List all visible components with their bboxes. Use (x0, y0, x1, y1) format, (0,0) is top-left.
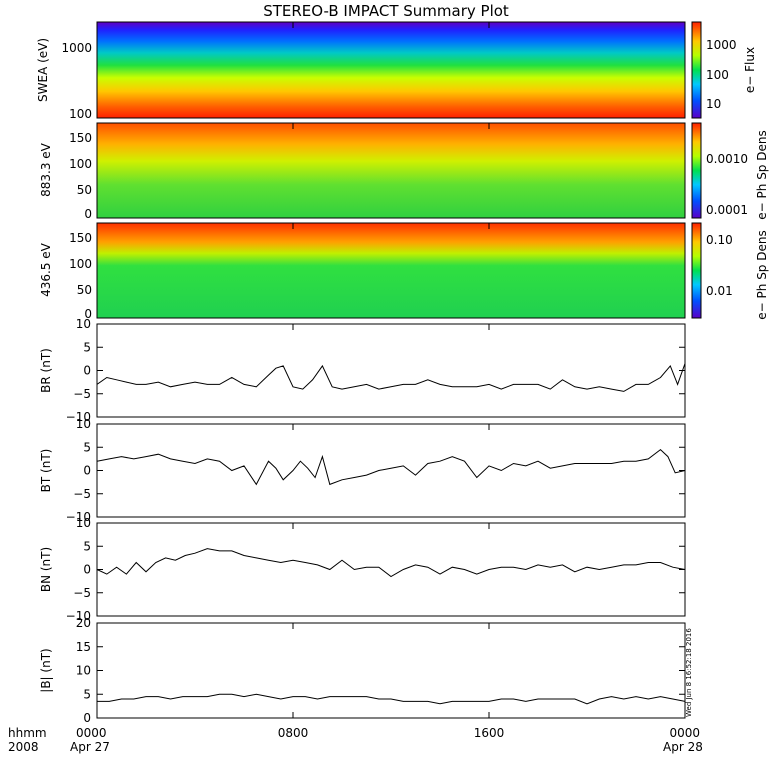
pa883-spectrogram (97, 123, 685, 218)
pa883-frame (96, 122, 686, 219)
pa436-tick-label: 150 (69, 231, 92, 245)
timestamp-label: Wed Jun 8 16:52:18 2016 (685, 628, 693, 717)
pa883-cb-label: e− Ph Sp Dens (755, 130, 769, 219)
bn-tick-label: 0 (83, 563, 91, 577)
plot-title: STEREO-B IMPACT Summary Plot (263, 2, 509, 20)
bt-frame (96, 423, 686, 518)
bmag-tick-label: 15 (76, 640, 91, 654)
bmag-series-line (97, 693, 686, 705)
pa436-cb-tick: 0.10 (706, 233, 733, 247)
swea-tick-label: 100 (69, 107, 92, 121)
bt-series-line (96, 448, 686, 486)
bmag-frame (96, 622, 686, 719)
pa883-panel: 0 50 100 150 883.3 eV 0.0010 0.0001 e− P… (39, 122, 769, 221)
pa883-tick-label: 100 (69, 157, 92, 171)
swea-frame (96, 21, 686, 119)
pa883-cb-tick: 0.0001 (706, 203, 748, 217)
x-tick-label: 0800 (278, 726, 309, 740)
swea-cb-label: e− Flux (743, 47, 757, 93)
bt-tick-label: 10 (76, 417, 91, 431)
pa883-cb-tick: 0.0010 (706, 152, 748, 166)
br-panel: −10 −5 0 5 10 BR (nT) (39, 317, 686, 424)
time-format-label: hhmm (8, 726, 47, 740)
x-tick-label: 1600 (474, 726, 505, 740)
swea-panel: 1000 100 SWEA (eV) 1000 100 10 e− Flux (36, 21, 757, 121)
pa883-tick-label: 150 (69, 131, 92, 145)
swea-spectrogram (97, 22, 685, 118)
time-axis: 0000 0800 1600 0000 (76, 22, 700, 740)
magnetic-field-panels: −10 −5 0 5 10 BR (nT) −10 −5 0 5 10 BT (nT) −10 −5 0 5 1… (39, 317, 686, 725)
pa883-ylabel: 883.3 eV (39, 142, 53, 197)
swea-cb-tick: 10 (706, 97, 721, 111)
bmag-ylabel: |B| (nT) (39, 648, 53, 692)
pa436-spectrogram (97, 223, 685, 318)
br-tick-label: 5 (83, 340, 91, 354)
pa436-tick-label: 50 (77, 283, 92, 297)
bt-tick-label: 0 (83, 464, 91, 478)
bt-tick-label: −5 (73, 487, 91, 501)
start-date-label: Apr 27 (70, 740, 110, 754)
bn-tick-label: −5 (73, 586, 91, 600)
br-tick-label: 10 (76, 317, 91, 331)
br-frame (96, 323, 686, 418)
pa436-tick-label: 100 (69, 257, 92, 271)
bmag-panel: 0 5 10 15 20 |B| (nT) (39, 616, 686, 725)
x-tick-label: 0000 (76, 726, 107, 740)
bt-ylabel: BT (nT) (39, 449, 53, 493)
bmag-tick-label: 20 (76, 616, 91, 630)
bmag-tick-label: 5 (83, 687, 91, 701)
bt-tick-label: 5 (83, 440, 91, 454)
bn-panel: −10 −5 0 5 10 BN (nT) (39, 516, 686, 623)
x-tick-label: 0000 (669, 726, 700, 740)
bn-tick-label: 5 (83, 539, 91, 553)
bn-series-line (96, 548, 686, 578)
br-tick-label: 0 (83, 364, 91, 378)
bmag-tick-label: 0 (83, 711, 91, 725)
pa436-cb-label: e− Ph Sp Dens (755, 230, 769, 319)
end-date-label: Apr 28 (663, 740, 703, 754)
pa883-colorbar (691, 122, 702, 219)
br-tick-label: −5 (73, 387, 91, 401)
pa436-tick-label: 0 (84, 307, 92, 321)
swea-cb-tick: 100 (706, 68, 729, 82)
swea-tick-label: 1000 (61, 41, 92, 55)
bn-tick-label: −10 (66, 609, 91, 623)
pa436-cb-tick: 0.01 (706, 284, 733, 298)
br-ylabel: BR (nT) (39, 348, 53, 393)
year-label: 2008 (8, 740, 39, 754)
br-series-line (96, 363, 686, 392)
pa436-ylabel: 436.5 eV (39, 242, 53, 297)
bt-panel: −10 −5 0 5 10 BT (nT) (39, 417, 686, 524)
swea-cb-tick: 1000 (706, 38, 737, 52)
pa883-tick-label: 0 (84, 207, 92, 221)
pa436-panel: 0 50 100 150 436.5 eV 0.10 0.01 e− Ph Sp… (39, 222, 769, 321)
bt-tick-label: −10 (66, 510, 91, 524)
swea-colorbar (691, 21, 702, 119)
bmag-tick-label: 10 (76, 664, 91, 678)
swea-ylabel: SWEA (eV) (36, 38, 50, 102)
bn-tick-label: 10 (76, 516, 91, 530)
bn-ylabel: BN (nT) (39, 547, 53, 592)
pa883-tick-label: 50 (77, 183, 92, 197)
pa436-colorbar (691, 222, 702, 319)
br-tick-label: −10 (66, 410, 91, 424)
pa436-frame (96, 222, 686, 319)
